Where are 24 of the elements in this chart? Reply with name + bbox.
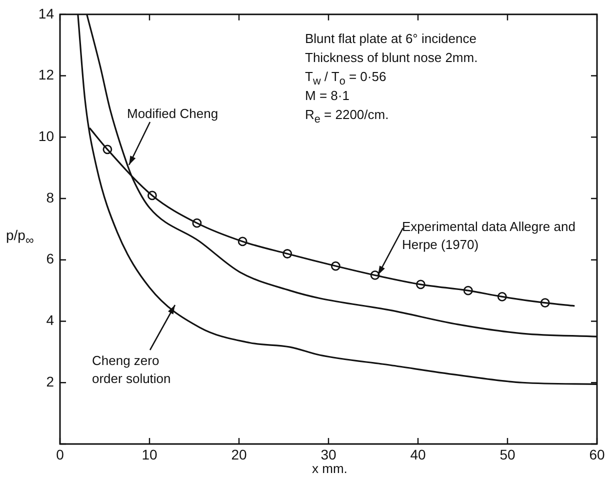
y-tick-label: 14 <box>38 5 54 22</box>
text: Cheng zero order solution <box>92 352 172 388</box>
annotation: M = 8·1 <box>305 87 350 105</box>
annotation: Blunt flat plate at 6° incidence <box>305 30 476 48</box>
annotation: Thickness of blunt nose 2mm. <box>305 49 478 67</box>
annotation: R$_{e}$ = 2200/cm. <box>305 106 389 128</box>
x-tick-label: 50 <box>500 446 516 462</box>
y-tick-label: 4 <box>46 312 54 328</box>
x-tick-label: 0 <box>56 446 64 462</box>
y-axis-title: p/p$_{∞}$ <box>6 226 34 249</box>
text: Experimental data Allegre and Herpe (1970) <box>402 218 576 254</box>
y-tick-label: 6 <box>46 250 54 267</box>
x-tick-label: 10 <box>142 446 158 462</box>
x-tick-label: 60 <box>589 446 605 462</box>
y-tick-label: 8 <box>46 189 54 206</box>
annotation: T$_{w}$ / T$_{o}$ = 0·56 <box>305 69 386 88</box>
x-tick-label: 30 <box>320 446 336 462</box>
x-axis-title: x mm. <box>312 460 348 478</box>
x-tick-label: 40 <box>410 446 426 462</box>
x-tick-label: 20 <box>231 446 247 462</box>
y-tick-label: 12 <box>38 66 54 83</box>
y-tick-label: 10 <box>38 128 54 144</box>
series-label: Modified Cheng <box>127 105 220 123</box>
y-tick-label: 2 <box>46 373 54 390</box>
